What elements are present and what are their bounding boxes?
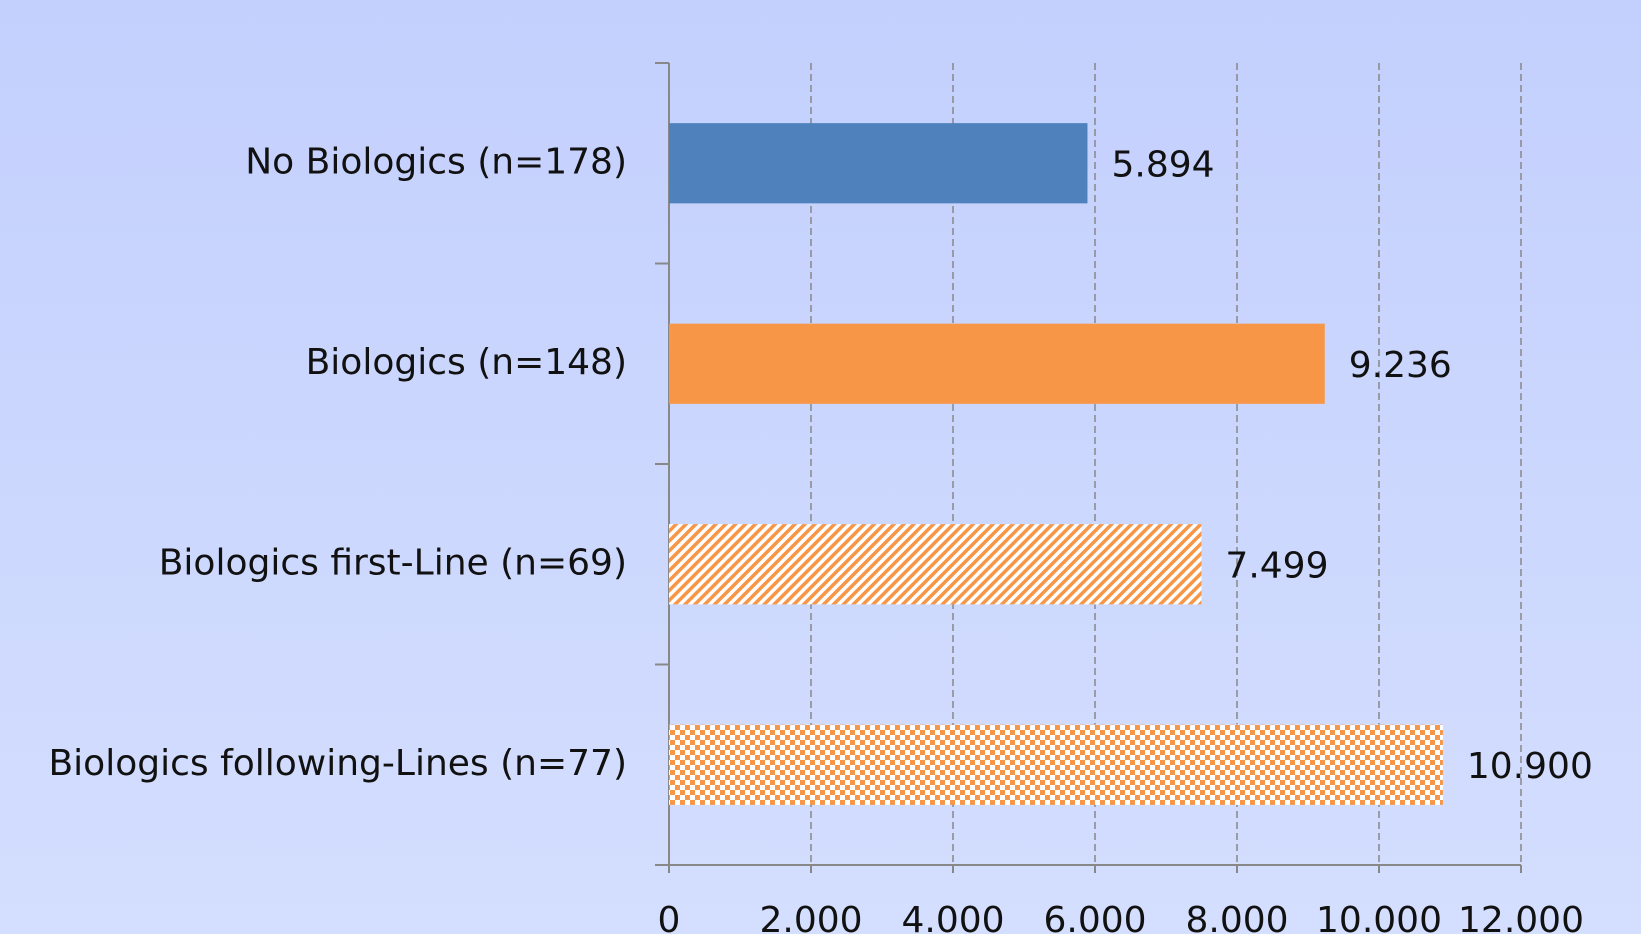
value-label: 9.236 [1349,345,1452,386]
x-tick-label: 0 [658,900,681,934]
y-tick-label: Biologics following-Lines (n=77) [48,743,627,784]
value-label: 7.499 [1225,545,1328,586]
x-tick-label: 2.000 [759,900,862,934]
bar [669,524,1202,605]
x-tick-label: 4.000 [901,900,1004,934]
x-tick-label: 6.000 [1043,900,1146,934]
y-tick-label: Biologics (n=148) [306,342,627,383]
bar [669,323,1325,404]
x-tick-label: 12.000 [1458,900,1584,934]
value-label: 10.900 [1467,746,1593,787]
bar [669,724,1443,805]
y-tick-label: No Biologics (n=178) [245,141,627,182]
bar [669,123,1088,204]
value-label: 5.894 [1111,144,1214,185]
x-tick-label: 10.000 [1316,900,1442,934]
y-tick-label: Biologics first-Line (n=69) [159,542,627,583]
x-tick-label: 8.000 [1185,900,1288,934]
